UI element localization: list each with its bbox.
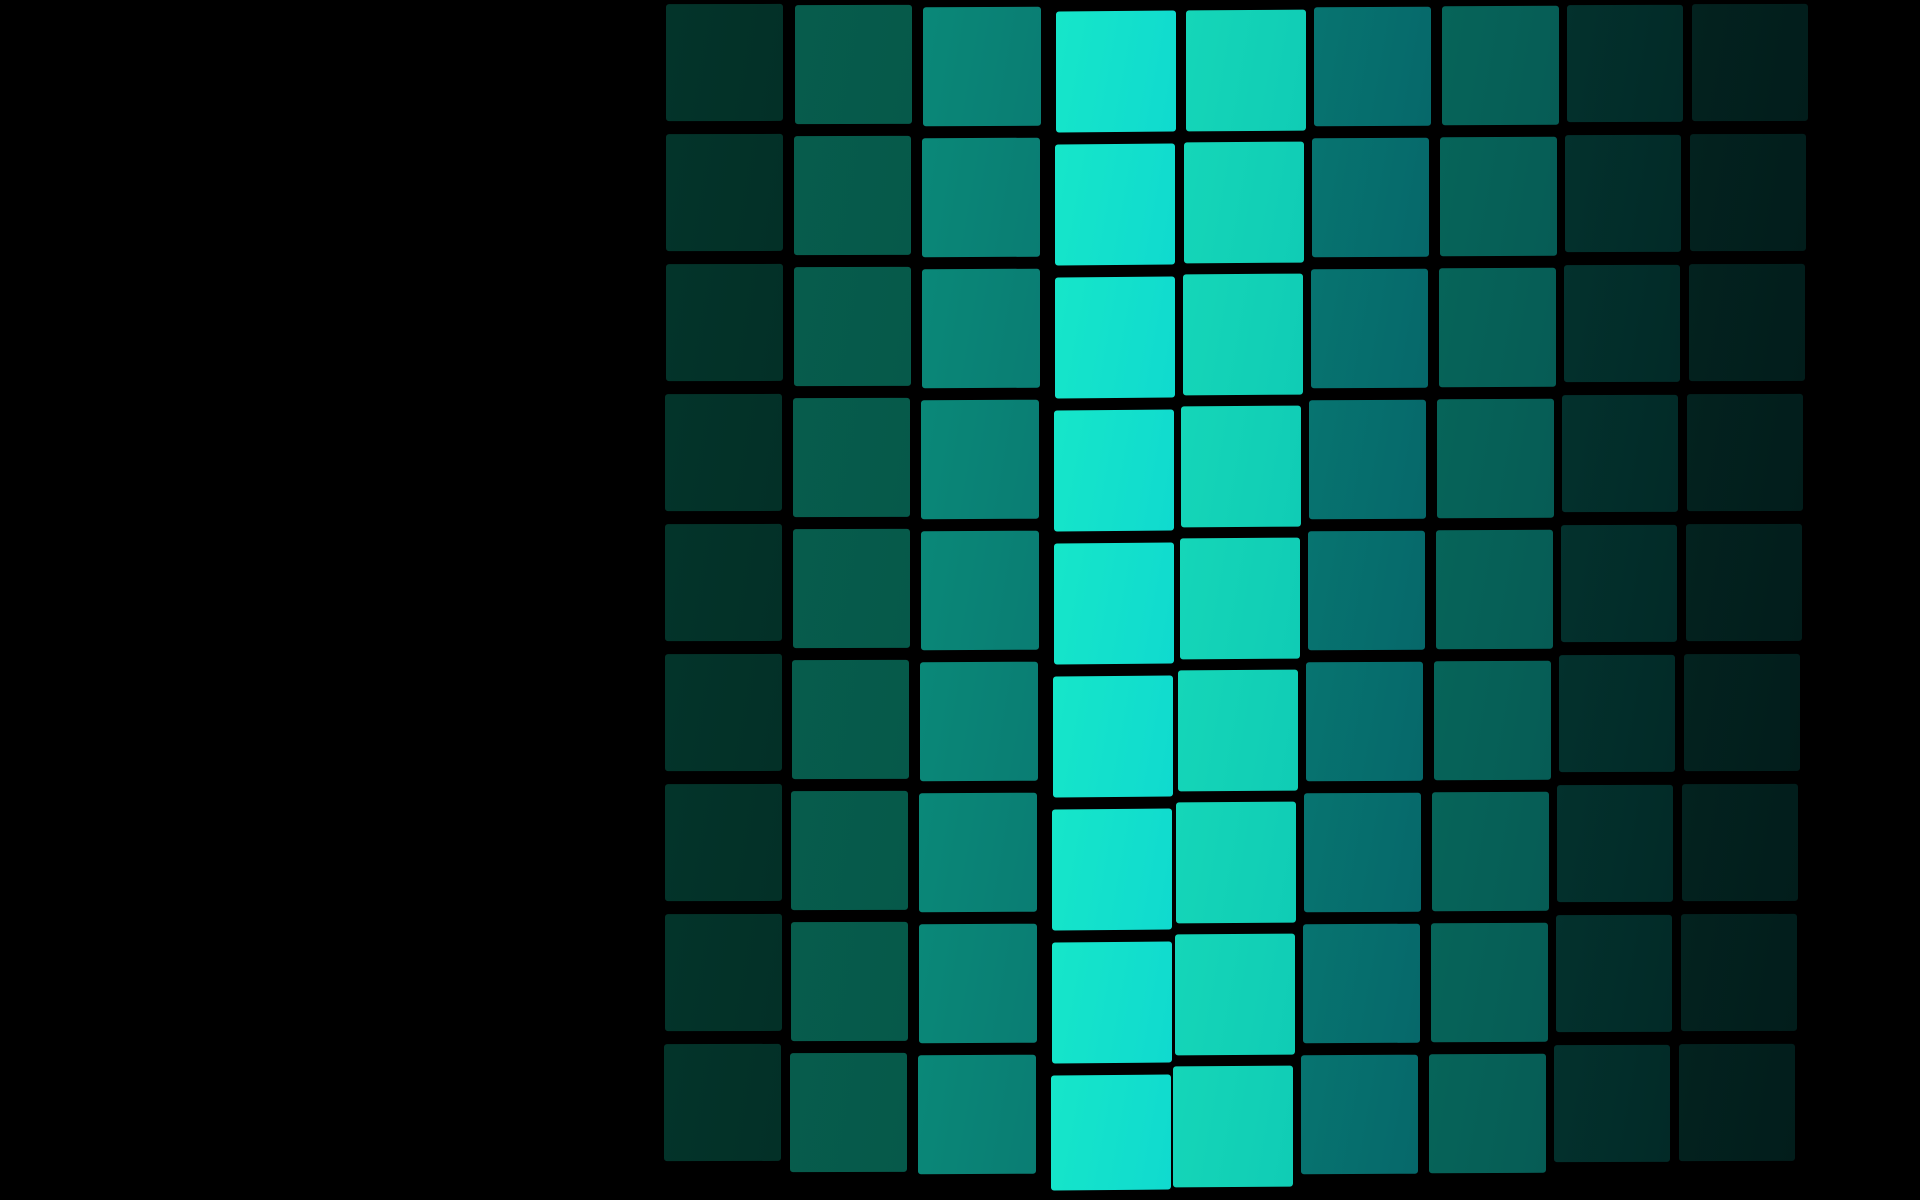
wallpaper-tile (1438, 267, 1556, 388)
wallpaper-tile (1685, 523, 1802, 642)
wallpaper-tile (1565, 134, 1682, 253)
wallpaper-tile (918, 1054, 1037, 1175)
wallpaper-tile (1179, 537, 1300, 660)
wallpaper-tile (1053, 675, 1173, 798)
wallpaper-tile (790, 1052, 908, 1173)
wallpaper-tile (1174, 933, 1295, 1056)
wallpaper-tile (1690, 133, 1807, 252)
wallpaper-tile (1051, 941, 1172, 1064)
wallpaper-tile (1429, 1053, 1547, 1174)
wallpaper-tile (1432, 791, 1550, 912)
wallpaper-tile (793, 266, 911, 387)
wallpaper-tile (792, 659, 909, 780)
wallpaper-tile (1688, 263, 1805, 382)
wallpaper-tile (1314, 6, 1431, 127)
wallpaper-tile (1051, 1074, 1172, 1191)
wallpaper-tile (1053, 542, 1174, 665)
wallpaper-tile (1178, 669, 1298, 792)
wallpaper-tile (920, 530, 1039, 651)
wallpaper-tile (790, 921, 908, 1042)
wallpaper-tile (1555, 914, 1672, 1033)
wallpaper-tile (1442, 5, 1559, 126)
wallpaper-tile (1680, 913, 1797, 1032)
wallpaper-tile (921, 399, 1040, 520)
wallpaper-tile (1435, 529, 1553, 650)
wallpaper-tile (1684, 653, 1800, 772)
wallpaper-tile (665, 393, 783, 512)
wallpaper-tile (1562, 394, 1679, 513)
wallpaper-tile (791, 790, 909, 911)
wallpaper-tile (1563, 264, 1680, 383)
wallpaper-tile (1176, 801, 1297, 924)
wallpaper-tile (1437, 398, 1555, 519)
wallpaper-tile (666, 3, 783, 122)
wallpaper-tile (919, 792, 1038, 913)
wallpaper-tile (923, 6, 1041, 127)
wallpaper-tile (1434, 660, 1551, 781)
wallpaper-tile (1557, 784, 1674, 903)
wallpaper-tile (1307, 530, 1425, 651)
wallpaper-tile (1679, 1043, 1796, 1162)
wallpaper-tile (1310, 268, 1428, 389)
wallpaper-tile (664, 1043, 782, 1162)
wallpaper-tile (1304, 792, 1422, 913)
wallpaper-tile (795, 4, 912, 125)
wallpaper-tile (1312, 137, 1430, 258)
wallpaper-tile (1301, 1054, 1419, 1175)
wallpaper-tile (1567, 4, 1683, 123)
wallpaper-tile (665, 133, 783, 252)
wallpaper-tile (922, 137, 1041, 258)
wallpaper-tile (1430, 922, 1548, 1043)
wallpaper-tile (665, 653, 782, 772)
wallpaper-tile (1056, 10, 1176, 133)
wallpaper-tile (1184, 141, 1305, 264)
wallpaper-tile (1054, 276, 1175, 399)
wallpaper-tile (664, 783, 782, 902)
wallpaper-tile (665, 263, 783, 382)
wallpaper-tile (792, 528, 910, 649)
wallpaper-tile (1682, 783, 1799, 902)
wallpaper-tile (1052, 808, 1173, 931)
wallpaper-tile (921, 268, 1040, 389)
wallpaper-tile (1692, 3, 1808, 122)
wallpaper-tile (1302, 923, 1420, 1044)
wallpaper-tile (1055, 143, 1176, 266)
wallpaper-tile (1560, 524, 1677, 643)
wallpaper-tile (1182, 273, 1303, 396)
wallpaper-tile (918, 923, 1037, 1044)
wallpaper-tile (920, 661, 1038, 782)
wallpaper-tile (1687, 393, 1804, 512)
wallpaper-tile (1173, 1065, 1294, 1188)
wallpaper-tile (1054, 409, 1175, 532)
wallpaper-tile (1186, 9, 1306, 132)
wallpaper-tile (794, 135, 912, 256)
wallpaper-tile (664, 913, 782, 1032)
wallpaper-tile (1306, 661, 1423, 782)
wallpaper-tile (1554, 1044, 1671, 1163)
wallpaper-tile (665, 523, 783, 642)
wallpaper-tile (1440, 136, 1558, 257)
wallpaper-tile (793, 397, 911, 518)
wallpaper-tile (1181, 405, 1302, 528)
wallpaper-tile (1559, 654, 1675, 773)
wallpaper-tile (1309, 399, 1427, 520)
